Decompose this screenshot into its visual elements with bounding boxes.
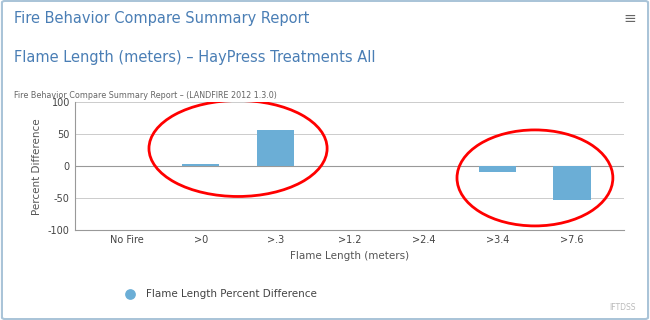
Text: Fire Behavior Compare Summary Report: Fire Behavior Compare Summary Report <box>14 11 309 26</box>
Bar <box>479 166 516 172</box>
Bar <box>554 166 591 200</box>
Bar <box>257 130 294 166</box>
Y-axis label: Percent Difference: Percent Difference <box>32 118 42 215</box>
Text: Flame Length (meters) – HayPress Treatments All: Flame Length (meters) – HayPress Treatme… <box>14 50 376 65</box>
Point <box>125 291 135 296</box>
X-axis label: Flame Length (meters): Flame Length (meters) <box>290 251 409 261</box>
Text: IFTDSS: IFTDSS <box>609 303 636 312</box>
Text: Flame Length Percent Difference: Flame Length Percent Difference <box>146 289 317 299</box>
Text: ≡: ≡ <box>623 11 636 26</box>
Bar <box>183 164 220 166</box>
Text: Fire Behavior Compare Summary Report – (LANDFIRE 2012 1.3.0): Fire Behavior Compare Summary Report – (… <box>14 91 277 100</box>
